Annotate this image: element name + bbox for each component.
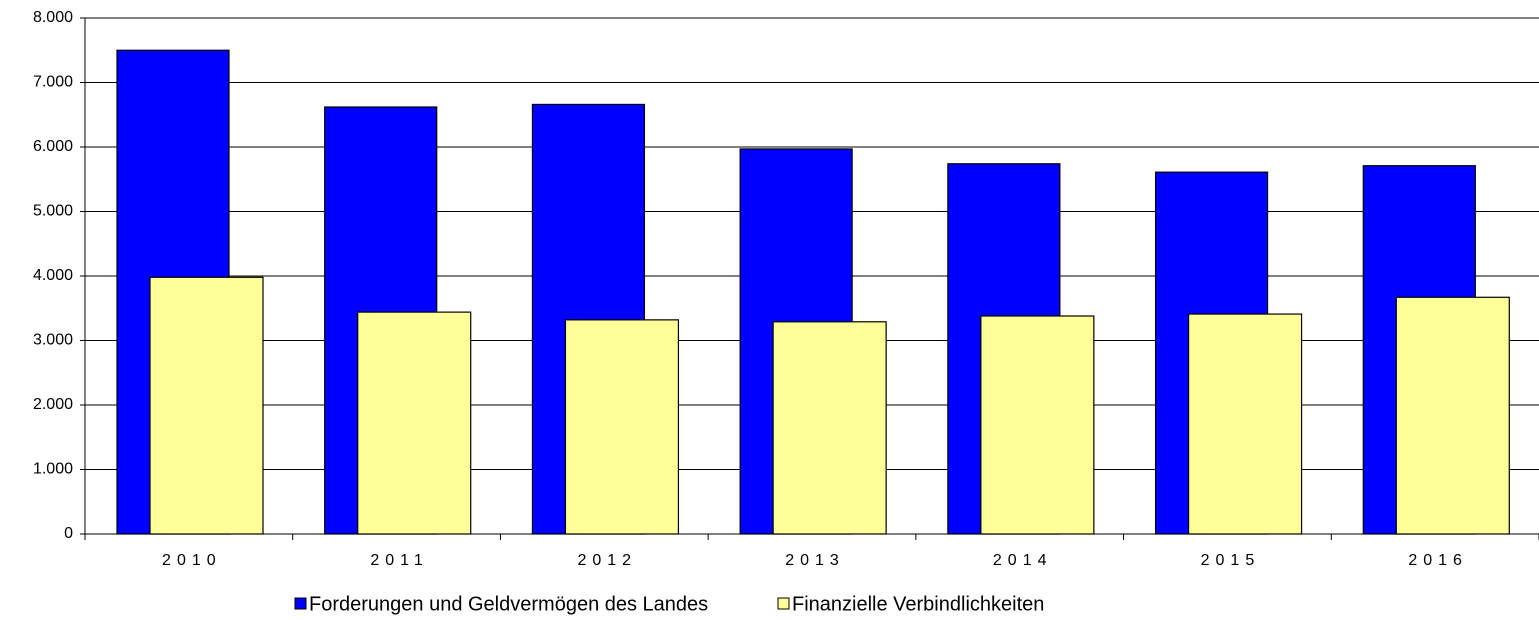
bar bbox=[1187, 313, 1303, 535]
bar bbox=[564, 319, 680, 535]
legend-label: Forderungen und Geldvermögen des Landes bbox=[309, 593, 708, 615]
legend-swatch bbox=[777, 597, 790, 610]
bar bbox=[1395, 296, 1510, 535]
legend-swatch bbox=[294, 597, 307, 610]
legend-label: Finanzielle Verbindlichkeiten bbox=[792, 593, 1044, 615]
x-tick-label: 2013 bbox=[785, 552, 845, 569]
x-tick-label: 2012 bbox=[577, 552, 637, 569]
y-tick-label: 6.000 bbox=[33, 138, 73, 155]
y-tick-label: 3.000 bbox=[33, 332, 73, 349]
bar bbox=[149, 276, 264, 535]
x-tick-label: 2014 bbox=[993, 552, 1053, 569]
bar bbox=[772, 321, 887, 535]
y-tick-label: 1.000 bbox=[33, 461, 73, 478]
x-tick-label: 2016 bbox=[1408, 552, 1468, 569]
y-tick-label: 5.000 bbox=[33, 203, 73, 220]
x-tick-label: 2011 bbox=[370, 552, 428, 569]
x-tick-label: 2010 bbox=[162, 552, 222, 569]
y-tick-label: 4.000 bbox=[33, 267, 73, 284]
y-tick-label: 2.000 bbox=[33, 396, 73, 413]
y-tick-label: 7.000 bbox=[33, 74, 73, 91]
y-tick-label: 0 bbox=[64, 525, 73, 542]
bar bbox=[357, 311, 472, 535]
bar bbox=[980, 315, 1095, 535]
y-tick-label: 8.000 bbox=[33, 9, 73, 26]
x-tick-label: 2015 bbox=[1201, 552, 1261, 569]
